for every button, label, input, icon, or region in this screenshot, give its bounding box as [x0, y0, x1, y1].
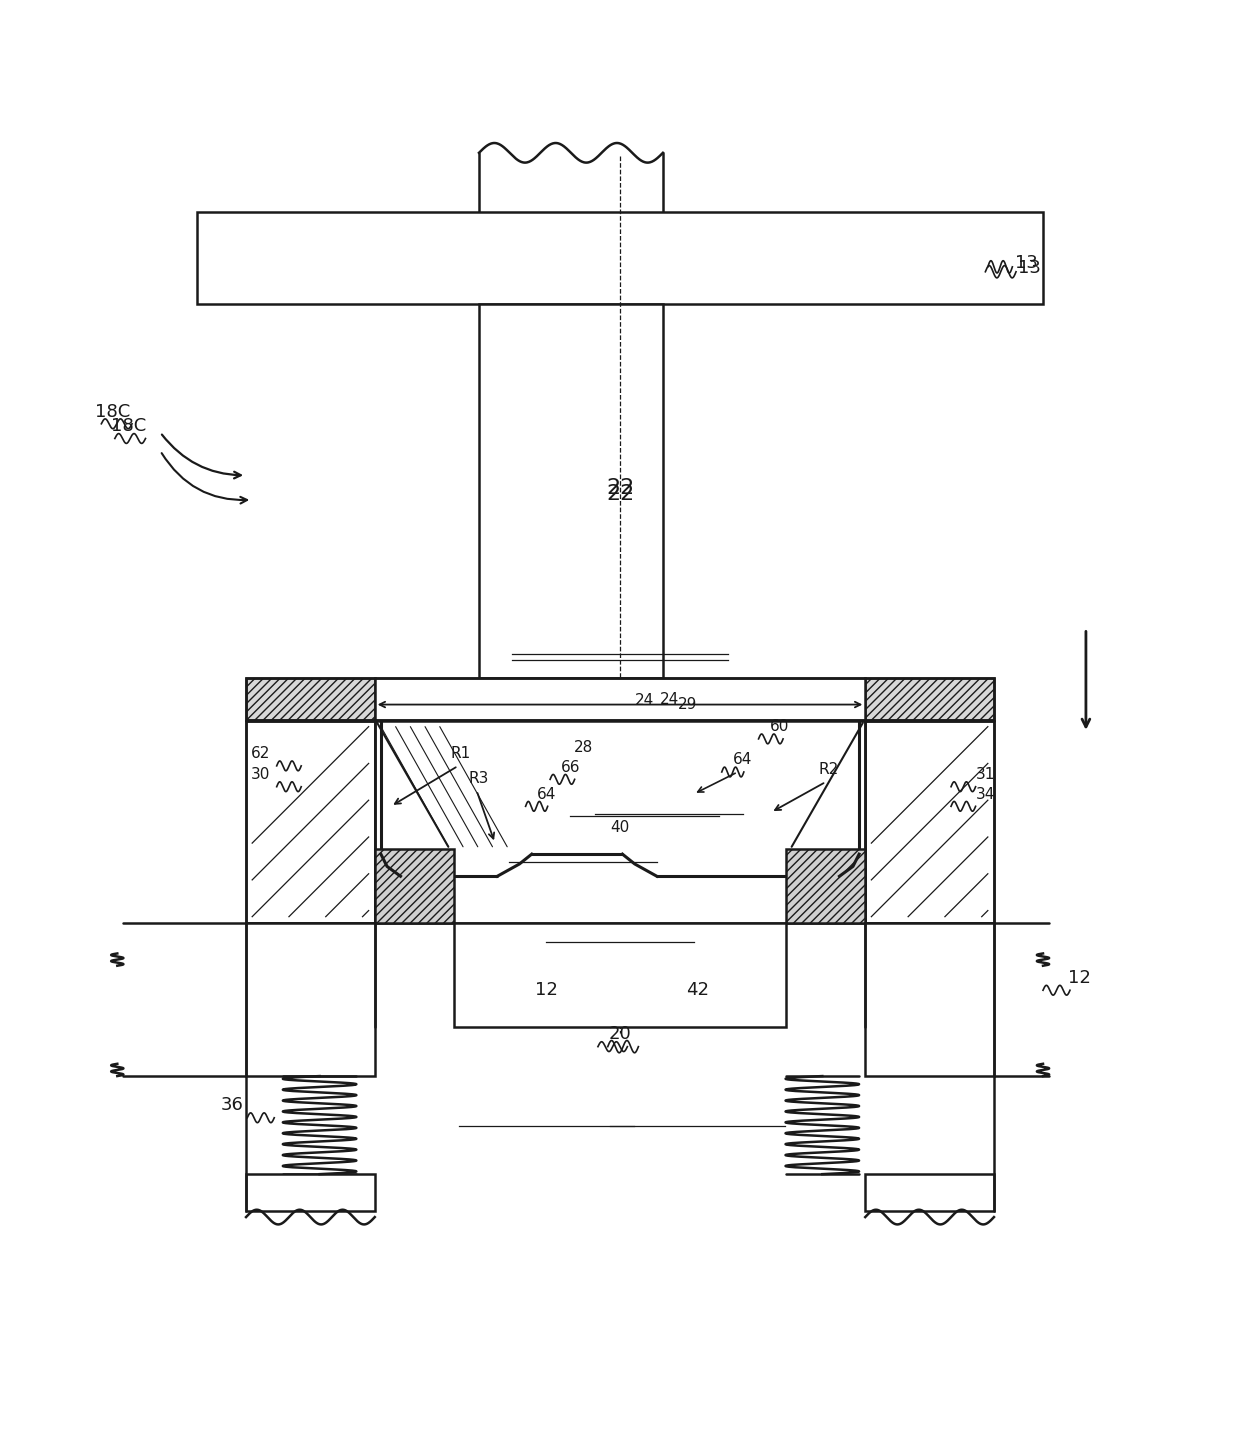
Text: 62: 62 [252, 746, 270, 761]
Bar [246, 677, 374, 720]
Text: 24: 24 [660, 692, 678, 708]
Text: 40: 40 [610, 820, 630, 834]
Text: R3: R3 [469, 771, 490, 785]
Bar [246, 922, 374, 1076]
Bar [455, 922, 785, 1027]
Bar [866, 1174, 994, 1210]
Text: 30: 30 [252, 767, 270, 782]
Text: 64: 64 [733, 752, 753, 767]
Text: 18C: 18C [112, 418, 146, 435]
Text: 13: 13 [1014, 254, 1038, 272]
Text: 36: 36 [221, 1097, 243, 1114]
Text: 60: 60 [770, 719, 789, 733]
Bar [374, 849, 455, 922]
Text: 24: 24 [635, 693, 655, 709]
Bar [374, 677, 866, 720]
Bar [866, 922, 994, 1076]
Bar [866, 720, 994, 922]
Text: 29: 29 [678, 697, 697, 712]
Text: 28: 28 [574, 741, 593, 755]
Text: 64: 64 [537, 787, 556, 801]
Bar [246, 1174, 374, 1210]
Bar [479, 304, 663, 677]
Text: 34: 34 [976, 787, 994, 801]
Bar [785, 849, 866, 922]
Text: R1: R1 [450, 746, 471, 761]
Text: 22: 22 [606, 477, 634, 497]
Bar [246, 720, 374, 922]
Text: 13: 13 [1018, 259, 1042, 277]
Text: 42: 42 [686, 981, 709, 999]
Bar [866, 677, 994, 720]
Text: 66: 66 [562, 759, 580, 775]
Text: R2: R2 [818, 762, 838, 777]
Bar [197, 212, 1043, 304]
Text: 12: 12 [534, 981, 558, 999]
Text: 18C: 18C [95, 402, 130, 421]
Text: 31: 31 [976, 767, 994, 782]
Bar [246, 677, 994, 720]
Text: 20: 20 [609, 1026, 631, 1043]
Bar [374, 720, 866, 922]
Text: 12: 12 [1068, 968, 1090, 987]
Text: 22: 22 [606, 484, 634, 504]
